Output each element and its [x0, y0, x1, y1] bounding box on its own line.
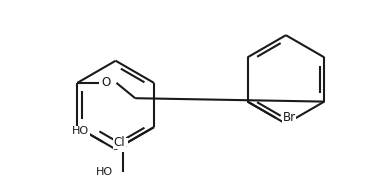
Text: HO: HO [96, 167, 113, 177]
Text: Cl: Cl [113, 135, 125, 149]
Text: B: B [119, 139, 127, 152]
Text: Br: Br [282, 111, 296, 124]
Text: O: O [102, 76, 111, 89]
Text: HO: HO [72, 126, 89, 136]
